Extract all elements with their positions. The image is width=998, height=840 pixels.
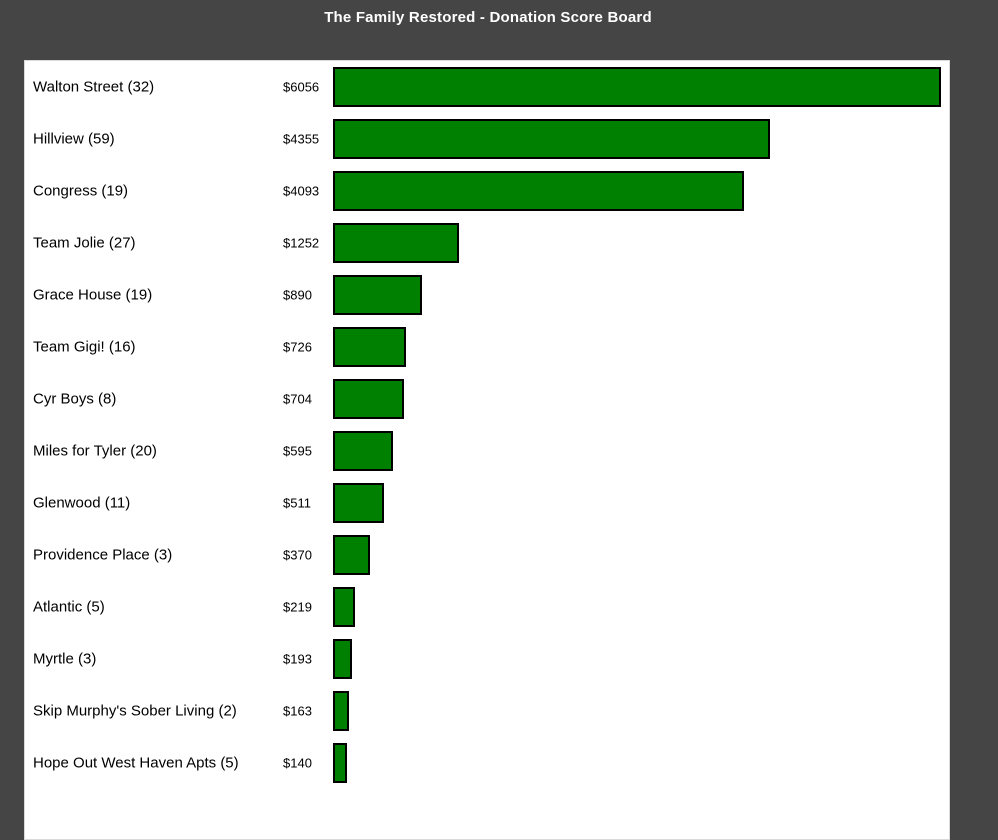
- donation-bar: [333, 171, 744, 211]
- scoreboard-row: Hillview (59) $4355: [25, 113, 949, 165]
- donation-amount: $370: [283, 547, 312, 563]
- donation-amount: $219: [283, 599, 312, 615]
- scoreboard-row: Team Jolie (27) $1252: [25, 217, 949, 269]
- donation-bar: [333, 431, 393, 471]
- donation-bar: [333, 119, 770, 159]
- scoreboard-row: Team Gigi! (16) $726: [25, 321, 949, 373]
- scoreboard-row: Cyr Boys (8) $704: [25, 373, 949, 425]
- donation-bar: [333, 67, 941, 107]
- donation-bar: [333, 743, 347, 783]
- donation-bar: [333, 587, 355, 627]
- donation-amount: $595: [283, 443, 312, 459]
- team-label: Skip Murphy's Sober Living (2): [33, 702, 237, 720]
- donation-bar: [333, 483, 384, 523]
- donation-bar: [333, 379, 404, 419]
- team-label: Atlantic (5): [33, 598, 105, 616]
- donation-amount: $511: [283, 495, 311, 511]
- scoreboard-row: Glenwood (11) $511: [25, 477, 949, 529]
- donation-amount: $193: [283, 651, 312, 667]
- scoreboard-row: Skip Murphy's Sober Living (2) $163: [25, 685, 949, 737]
- team-label: Miles for Tyler (20): [33, 442, 157, 460]
- team-label: Cyr Boys (8): [33, 390, 117, 408]
- scoreboard-rows: Walton Street (32) $6056 Hillview (59) $…: [25, 61, 949, 789]
- team-label: Grace House (19): [33, 286, 153, 304]
- team-label: Glenwood (11): [33, 494, 131, 512]
- team-label: Walton Street (32): [33, 78, 155, 96]
- donation-bar: [333, 691, 349, 731]
- team-label: Team Gigi! (16): [33, 338, 136, 356]
- scoreboard-row: Hope Out West Haven Apts (5) $140: [25, 737, 949, 789]
- scoreboard-row: Miles for Tyler (20) $595: [25, 425, 949, 477]
- donation-amount: $6056: [283, 79, 320, 95]
- donation-bar: [333, 639, 352, 679]
- team-label: Myrtle (3): [33, 650, 97, 668]
- donation-bar: [333, 535, 370, 575]
- donation-bar: [333, 327, 406, 367]
- team-label: Hope Out West Haven Apts (5): [33, 754, 239, 772]
- team-label: Providence Place (3): [33, 546, 173, 564]
- donation-amount: $726: [283, 339, 312, 355]
- team-label: Hillview (59): [33, 130, 115, 148]
- scoreboard-row: Congress (19) $4093: [25, 165, 949, 217]
- donation-amount: $4093: [283, 183, 320, 199]
- donation-amount: $1252: [283, 235, 320, 251]
- donation-bar: [333, 275, 422, 315]
- scoreboard-row: Walton Street (32) $6056: [25, 61, 949, 113]
- scoreboard-panel: Walton Street (32) $6056 Hillview (59) $…: [24, 60, 950, 840]
- scoreboard-row: Providence Place (3) $370: [25, 529, 949, 581]
- team-label: Team Jolie (27): [33, 234, 136, 252]
- scoreboard-row: Atlantic (5) $219: [25, 581, 949, 633]
- scoreboard-row: Grace House (19) $890: [25, 269, 949, 321]
- donation-amount: $890: [283, 287, 312, 303]
- donation-bar: [333, 223, 459, 263]
- team-label: Congress (19): [33, 182, 129, 200]
- page-title: The Family Restored - Donation Score Boa…: [324, 9, 652, 26]
- donation-amount: $4355: [283, 131, 320, 147]
- donation-amount: $704: [283, 391, 312, 407]
- donation-amount: $163: [283, 703, 312, 719]
- scoreboard-row: Myrtle (3) $193: [25, 633, 949, 685]
